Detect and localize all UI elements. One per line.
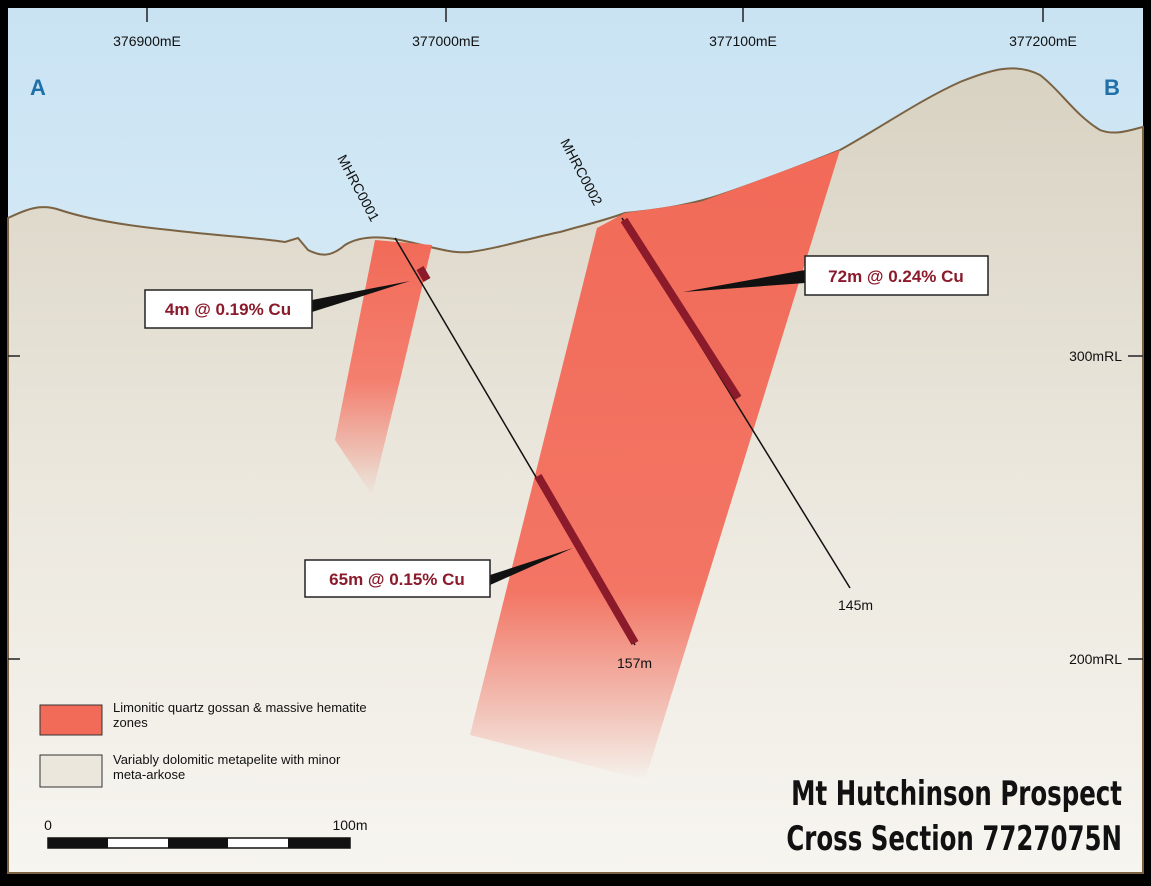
easting-label: 376900mE: [113, 33, 181, 49]
title-line: Mt Hutchinson Prospect: [791, 774, 1122, 813]
legend-swatch: [40, 755, 102, 787]
easting-label: 377200mE: [1009, 33, 1077, 49]
section-end: B: [1104, 75, 1120, 100]
scale-label: 100m: [332, 817, 367, 833]
easting-label: 377000mE: [412, 33, 480, 49]
scale-label: 0: [44, 817, 52, 833]
legend-text: Limonitic quartz gossan & massive hemati…: [113, 700, 373, 730]
scale-bar: [48, 838, 350, 848]
section-end: A: [30, 75, 46, 100]
intercept-label: 65m @ 0.15% Cu: [329, 570, 465, 589]
page: 4m @ 0.19% Cu 72m @ 0.24% Cu 65m @ 0.15%…: [0, 0, 1151, 881]
legend-item: Variably dolomitic metapelite with minor…: [113, 752, 403, 792]
hole-depth: 157m: [617, 655, 652, 671]
easting-label: 377100mE: [709, 33, 777, 49]
title-line: Cross Section 7727075N: [786, 819, 1122, 858]
rl-label: 200mRL: [1069, 651, 1122, 667]
intercept-label: 72m @ 0.24% Cu: [828, 267, 964, 286]
intercept-label: 4m @ 0.19% Cu: [165, 300, 291, 319]
rl-label: 300mRL: [1069, 348, 1122, 364]
legend-text: Variably dolomitic metapelite with minor…: [113, 752, 373, 782]
hole-depth: 145m: [838, 597, 873, 613]
legend-swatch: [40, 705, 102, 735]
cross-section: 4m @ 0.19% Cu 72m @ 0.24% Cu 65m @ 0.15%…: [0, 0, 1151, 881]
legend-item: Limonitic quartz gossan & massive hemati…: [113, 700, 403, 740]
